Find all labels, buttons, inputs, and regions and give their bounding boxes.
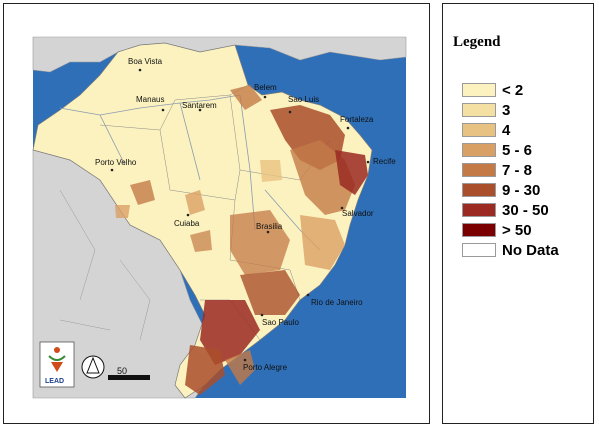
- legend-item: 30 - 50: [462, 201, 549, 219]
- legend-item: < 2: [462, 81, 524, 99]
- city-dots: [110, 68, 370, 362]
- legend-label: 5 - 6: [502, 141, 533, 159]
- legend-item: No Data: [462, 241, 559, 259]
- legend-swatch: [462, 103, 496, 117]
- city-label-santarem: Santarem: [182, 101, 217, 110]
- city-label-salvador: Salvador: [342, 209, 374, 218]
- legend-swatch: [462, 203, 496, 217]
- city-label-porto-velho: Porto Velho: [95, 158, 137, 167]
- logo-text: LEAD: [45, 378, 64, 385]
- legend-swatch: [462, 83, 496, 97]
- legend-swatch: [462, 163, 496, 177]
- neighbor-borders: [59, 189, 151, 341]
- legend-label: < 2: [502, 81, 524, 99]
- legend-swatch: [462, 243, 496, 257]
- legend-label: No Data: [502, 241, 559, 259]
- city-label-manaus: Manaus: [136, 95, 164, 104]
- legend-item: > 50: [462, 221, 532, 239]
- city-label-boa-vista: Boa Vista: [128, 57, 163, 66]
- legend-label: 9 - 30: [502, 181, 541, 199]
- legend-label: 3: [502, 101, 511, 119]
- city-label-sao-luis: Sao Luis: [288, 95, 319, 104]
- city-label-cuiaba: Cuiaba: [174, 219, 200, 228]
- scale-bar: 50: [108, 366, 150, 380]
- legend-swatch: [462, 183, 496, 197]
- legend-panel: Legend < 2 3 4 5 - 6 7 - 8 9 - 30 30 - 50 > 50 N…: [442, 3, 594, 424]
- city-label-sao-paulo: Sao Paulo: [262, 318, 299, 327]
- lead-logo: LEAD: [39, 341, 75, 388]
- legend-label: > 50: [502, 221, 532, 239]
- legend-title: Legend: [453, 34, 501, 50]
- city-label-recife: Recife: [373, 157, 396, 166]
- legend-item: 7 - 8: [462, 161, 533, 179]
- legend-item: 9 - 30: [462, 181, 541, 199]
- north-arrow-icon: [81, 355, 105, 379]
- legend-swatch: [462, 223, 496, 237]
- density-patches: [115, 85, 368, 395]
- city-label-porto-alegre: Porto Alegre: [243, 363, 288, 372]
- legend-label: 7 - 8: [502, 161, 533, 179]
- legend-item: 5 - 6: [462, 141, 533, 159]
- legend-item: 3: [462, 101, 511, 119]
- legend-item: 4: [462, 121, 511, 139]
- legend-swatch: [462, 143, 496, 157]
- scale-bar-label: 50: [117, 366, 127, 376]
- city-label-brasilia: Brasilia: [256, 222, 283, 231]
- city-label-fortaleza: Fortaleza: [340, 115, 374, 124]
- rivers: [59, 94, 321, 251]
- city-label-rio-de-janeiro: Rio de Janeiro: [311, 298, 363, 307]
- legend-label: 30 - 50: [502, 201, 549, 219]
- legend-label: 4: [502, 121, 511, 139]
- legend-swatch: [462, 123, 496, 137]
- city-label-belem: Belem: [254, 83, 277, 92]
